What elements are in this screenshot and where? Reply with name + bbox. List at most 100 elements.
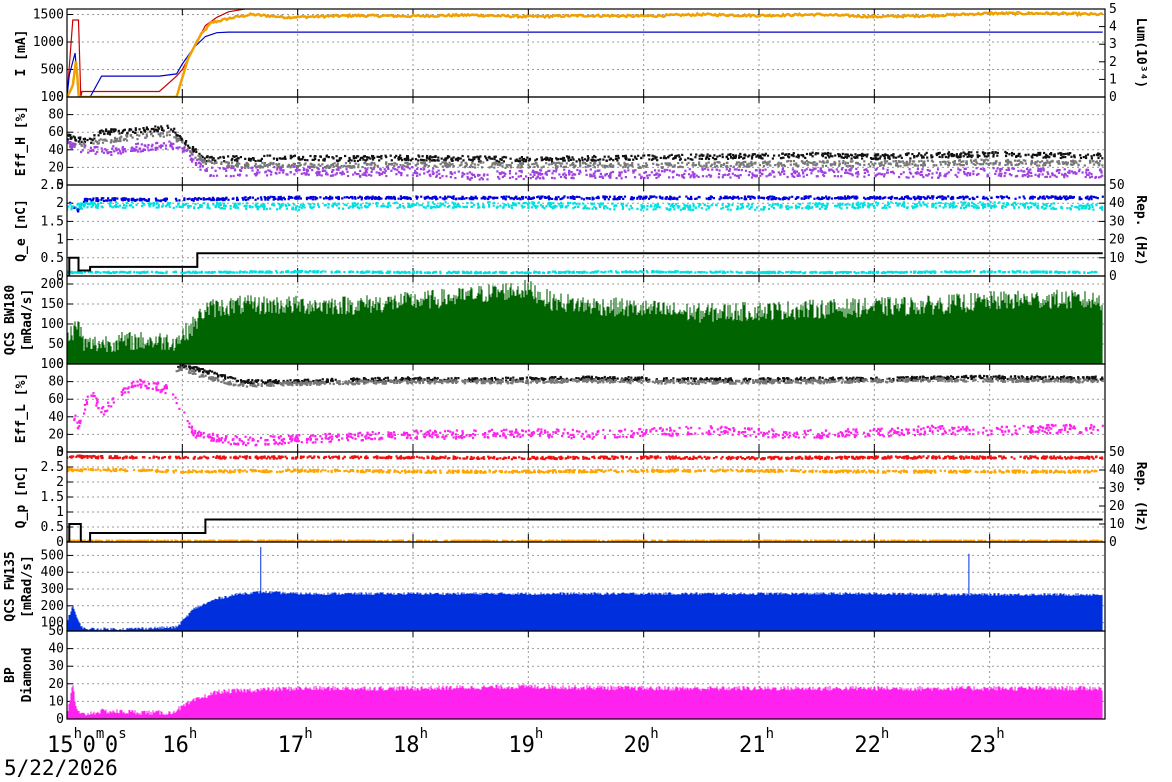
time-sup: h xyxy=(420,726,428,742)
y-axis-label-qp: Q_p [nC] xyxy=(14,466,29,529)
y-tick-label: 30 xyxy=(48,659,64,674)
y-tick-label: 1500 xyxy=(33,8,64,23)
plot-area-qp xyxy=(67,454,1104,542)
time-sup: h xyxy=(766,726,774,742)
time-sup: h xyxy=(189,726,197,742)
rep-rate-line-qp xyxy=(67,518,1103,542)
y2-tick-label: 3 xyxy=(1109,37,1117,52)
time-label-19: 19 h xyxy=(508,726,543,758)
y2-tick-label: 50 xyxy=(1109,178,1125,193)
y-tick-label: 0 xyxy=(56,178,64,193)
y2-tick-label: 10 xyxy=(1109,517,1125,532)
y2-tick-label: 2 xyxy=(1109,55,1117,70)
y-tick-label: 1.5 xyxy=(41,490,64,505)
time-hour: 23 xyxy=(970,733,997,758)
time-hour: 17 xyxy=(278,733,305,758)
y-tick-label: 50 xyxy=(48,337,64,352)
y-tick-label: 0 xyxy=(56,445,64,460)
y-tick-label: 150 xyxy=(41,297,64,312)
time-label-18: 18 h xyxy=(393,726,428,758)
y-tick-label: 0 xyxy=(56,269,64,284)
y2-axis-label-qp: Rep. (Hz) xyxy=(1133,462,1148,532)
y2-tick-label: 0 xyxy=(1109,90,1117,105)
y2-tick-label: 4 xyxy=(1109,20,1117,35)
panel-frame xyxy=(66,630,1106,720)
y-axis-label-qcs_fw: QCS FW135 xyxy=(3,551,18,621)
y-axis-label-effl: Eff_L [%] xyxy=(14,373,29,443)
series-qp-2 xyxy=(67,539,1103,542)
plot-area-bp_diamond xyxy=(67,684,1103,719)
y-tick-label: 2 xyxy=(56,475,64,490)
plot-area-effh xyxy=(67,124,1104,181)
y-tick-label: 10 xyxy=(48,694,64,709)
y-axis-label-effh: Eff_H [%] xyxy=(14,106,29,176)
time-sup: h xyxy=(650,726,658,742)
time-label-20: 20 h xyxy=(624,726,659,758)
y-tick-label: 1000 xyxy=(33,35,64,50)
y-tick-label: 3 xyxy=(56,445,64,460)
series-effl-2 xyxy=(73,378,1104,447)
y-tick-label: 20 xyxy=(48,427,64,442)
y-tick-label: 60 xyxy=(48,125,64,140)
y2-tick-label: 20 xyxy=(1109,499,1125,514)
y2-tick-label: 5 xyxy=(1109,2,1117,17)
y2-tick-label: 1 xyxy=(1109,72,1117,87)
plot-area-current xyxy=(67,9,1104,97)
y-tick-label: 500 xyxy=(41,63,64,78)
y-tick-label: 100 xyxy=(41,90,64,105)
series-qcs_bw-0 xyxy=(67,279,1103,364)
time-label-23: 23 h xyxy=(970,726,1005,758)
time-hour: 19 xyxy=(508,733,535,758)
panel-qcs_bw: 0 50 100 150 200 QCS BW180 [mRad/s] xyxy=(3,275,1106,372)
y-tick-label: 20 xyxy=(48,160,64,175)
panel-effl: 0 20 40 60 80 100 Eff_L [%] xyxy=(14,357,1106,460)
plot-area-qcs_bw xyxy=(67,279,1103,364)
y-tick-label: 100 xyxy=(41,317,64,332)
series-current-1 xyxy=(67,31,1103,97)
panel-bp_diamond: 0 10 20 30 40 BP Diamond xyxy=(3,630,1106,727)
y-axis-label-bp_diamond: BP xyxy=(3,667,18,683)
y-tick-label: 0 xyxy=(56,535,64,550)
y-tick-label: 0 xyxy=(56,90,64,105)
series-bp_diamond-0 xyxy=(67,684,1103,719)
y-tick-label: 50 xyxy=(48,624,64,639)
y-tick-label: 2.5 xyxy=(41,178,64,193)
y-axis-label2-qcs_fw: [mRad/s] xyxy=(20,555,35,618)
y-tick-label: 40 xyxy=(48,143,64,158)
y2-axis-label-qe: Rep. (Hz) xyxy=(1133,195,1148,265)
y-tick-label: 40 xyxy=(48,410,64,425)
y2-tick-label: 40 xyxy=(1109,196,1125,211)
y-tick-label: 400 xyxy=(41,565,64,580)
plot-area-qe xyxy=(67,195,1104,276)
rep-rate-line-qe xyxy=(67,252,1103,276)
y-tick-label: 1 xyxy=(56,505,64,520)
y-tick-label: 500 xyxy=(41,548,64,563)
series-current-2 xyxy=(67,10,1104,97)
time-label-16: 16 h xyxy=(162,726,197,758)
y-tick-label: 200 xyxy=(41,599,64,614)
series-effl-1 xyxy=(175,367,1104,388)
time-sup: h xyxy=(304,726,312,742)
series-qp-0 xyxy=(67,454,1104,461)
y-axis-label2-qcs_bw: [mRad/s] xyxy=(20,289,35,352)
series-qp-1 xyxy=(67,467,1098,474)
y-axis-label-qcs_bw: QCS BW180 xyxy=(3,285,18,356)
y-tick-label: 2 xyxy=(56,196,64,211)
series-qcs_fw-0 xyxy=(67,590,1103,631)
y2-tick-label: 20 xyxy=(1109,233,1125,248)
time-min: 0 xyxy=(83,733,96,758)
plot-area-effl xyxy=(73,364,1104,447)
time-hour: 21 xyxy=(739,733,766,758)
y2-tick-label: 30 xyxy=(1109,481,1125,496)
y2-axis-label-current: Lum(10³⁴) xyxy=(1133,18,1148,88)
y-tick-label: 0.5 xyxy=(41,251,64,266)
time-label-21: 21 h xyxy=(739,726,774,758)
y-tick-label: 100 xyxy=(41,616,64,631)
series-qe-0 xyxy=(69,195,1104,213)
y2-tick-label: 40 xyxy=(1109,463,1125,478)
y-tick-label: 80 xyxy=(48,375,64,390)
y-tick-label: 200 xyxy=(41,277,64,292)
